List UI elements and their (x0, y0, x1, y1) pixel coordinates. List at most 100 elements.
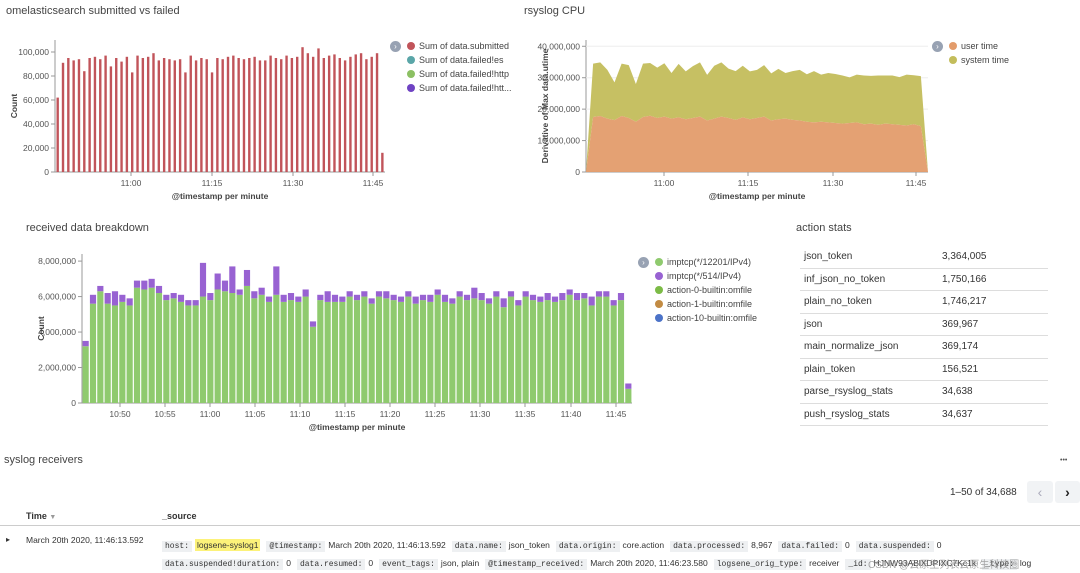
bar-imptcp-12201 (544, 300, 551, 403)
sort-down-icon[interactable]: ▼ (49, 514, 57, 521)
legend-item-imptcp-514[interactable]: imptcp(*/514/IPv4) (638, 269, 757, 283)
chart1-title: omelasticsearch submitted vs failed (6, 5, 180, 17)
stats-name[interactable]: json_token (800, 246, 938, 269)
bar-imptcp-514 (214, 273, 221, 290)
chart1-legend: › Sum of data.submitted Sum of data.faile… (390, 39, 512, 95)
header-divider (0, 525, 1080, 526)
chevron-right-icon[interactable]: › (932, 40, 943, 52)
bar-imptcp-12201 (412, 303, 419, 403)
stats-value: 34,638 (938, 380, 1048, 404)
stats-value: 34,637 (938, 403, 1048, 426)
bar-imptcp-12201 (309, 326, 317, 403)
caret-right-icon[interactable]: ▸ (6, 535, 11, 544)
y-tick-label: 6,000,000 (38, 292, 76, 302)
bar-imptcp-514 (471, 287, 478, 299)
bar-imptcp-12201 (185, 305, 192, 403)
bar-imptcp-12201 (434, 294, 441, 403)
stats-row: inf_json_no_token 1,750,166 (800, 268, 1048, 291)
more-dots-icon[interactable]: ••• (1060, 457, 1068, 464)
watermark-text: CSDN @云原生列表云原生科技圈 (868, 560, 1020, 571)
bar-imptcp-12201 (441, 301, 449, 403)
legend-dot (407, 42, 415, 50)
stats-name[interactable]: inf_json_no_token (800, 268, 938, 291)
source-field-key: data.failed: (778, 541, 843, 552)
y-tick-label: 30,000,000 (537, 73, 580, 83)
stats-name[interactable]: push_rsyslog_stats (800, 403, 938, 426)
bar-submitted (338, 58, 341, 172)
bar-submitted (274, 58, 278, 172)
bar-imptcp-12201 (361, 296, 368, 403)
stats-name[interactable]: plain_token (800, 358, 938, 381)
bar-submitted (365, 59, 368, 173)
bar-imptcp-12201 (397, 301, 405, 403)
bar-imptcp-514 (97, 285, 104, 292)
stats-name[interactable]: plain_no_token (800, 290, 938, 314)
bar-imptcp-12201 (573, 300, 581, 403)
bar-submitted (210, 72, 214, 172)
legend-item-failed-es[interactable]: Sum of data.failed!es (390, 53, 512, 67)
bar-imptcp-12201 (353, 300, 361, 403)
bar-submitted (306, 53, 310, 173)
y-tick-label: 0 (44, 167, 49, 177)
source-field-value: HJNW93ABlXDPIXC7Kc1k (873, 558, 977, 568)
legend-item-action-10[interactable]: action-10-builtin:omfile (638, 311, 757, 325)
bar-imptcp-12201 (595, 296, 603, 403)
x-tick-label: 11:05 (245, 409, 266, 419)
bar-imptcp-12201 (529, 300, 537, 403)
column-header-time[interactable]: Time ▼ (26, 511, 57, 521)
bar-imptcp-514 (375, 291, 383, 297)
x-tick-label: 11:20 (380, 409, 401, 419)
x-tick-label: 11:10 (290, 409, 311, 419)
bar-imptcp-514 (89, 294, 97, 304)
bar-imptcp-12201 (339, 301, 346, 403)
bar-submitted (317, 48, 320, 172)
bar-submitted (184, 72, 187, 172)
bar-imptcp-514 (221, 280, 229, 292)
stats-name[interactable]: parse_rsyslog_stats (800, 380, 938, 404)
legend-item-action-0[interactable]: action-0-builtin:omfile (638, 283, 757, 297)
bar-imptcp-12201 (317, 300, 324, 403)
x-tick-label: 11:40 (561, 409, 582, 419)
stats-name[interactable]: json (800, 313, 938, 336)
bar-imptcp-514 (383, 291, 390, 299)
chevron-right-icon[interactable]: › (390, 40, 401, 52)
legend-item-system-time[interactable]: system time (932, 53, 1009, 67)
bar-imptcp-12201 (302, 296, 309, 403)
bar-imptcp-514 (368, 298, 375, 304)
source-field-value: 0 (845, 540, 850, 550)
bar-imptcp-12201 (89, 303, 97, 403)
bar-imptcp-514 (82, 340, 89, 347)
next-page-button[interactable]: › (1055, 481, 1080, 503)
bar-imptcp-12201 (368, 303, 375, 403)
legend-item-submitted[interactable]: › Sum of data.submitted (390, 39, 512, 53)
legend-item-imptcp-12201[interactable]: › imptcp(*/12201/IPv4) (638, 255, 757, 269)
bar-imptcp-12201 (566, 294, 573, 403)
bar-imptcp-514 (625, 383, 632, 389)
bar-imptcp-12201 (97, 291, 104, 403)
source-field-key: event_tags: (379, 559, 438, 570)
x-tick-label: 11:30 (470, 409, 491, 419)
bar-imptcp-514 (441, 294, 449, 302)
stats-name[interactable]: main_normalize_json (800, 335, 938, 359)
bar-imptcp-12201 (485, 303, 493, 403)
stats-row: push_rsyslog_stats 34,637 (800, 403, 1048, 426)
stats-value: 369,967 (938, 313, 1048, 336)
legend-item-action-1[interactable]: action-1-builtin:omfile (638, 297, 757, 311)
bar-imptcp-12201 (104, 303, 111, 403)
bar-imptcp-514 (603, 291, 610, 297)
legend-item-failed-http[interactable]: Sum of data.failed!http (390, 67, 512, 81)
chevron-right-icon[interactable]: › (638, 256, 649, 268)
bar-imptcp-514 (324, 291, 331, 302)
source-field-key: _id: (845, 559, 871, 570)
prev-page-button[interactable]: ‹ (1027, 481, 1053, 503)
legend-item-failed-htt[interactable]: Sum of data.failed!htt... (390, 81, 512, 95)
bar-submitted (301, 47, 304, 173)
bar-imptcp-514 (427, 294, 434, 302)
rsyslog-cpu-chart: 0 10,000,000 20,000,000 30,000,000 40,000,00… (537, 40, 928, 201)
bar-imptcp-514 (390, 294, 397, 301)
bar-submitted (189, 55, 192, 172)
legend-item-user-time[interactable]: › user time (932, 39, 1009, 53)
bar-submitted (354, 54, 357, 172)
bar-submitted (311, 56, 315, 172)
bar-imptcp-12201 (551, 301, 559, 403)
